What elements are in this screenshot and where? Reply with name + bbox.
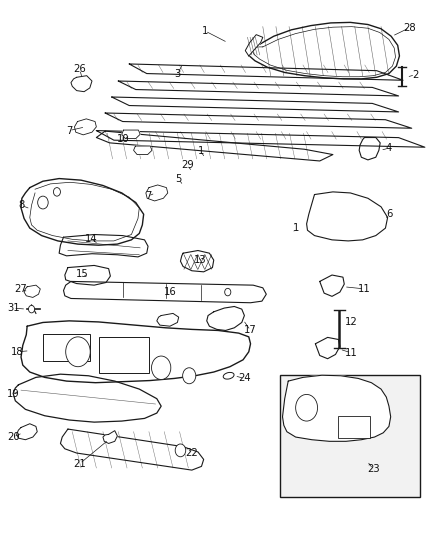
- Text: 1: 1: [198, 147, 204, 156]
- Text: 11: 11: [345, 348, 358, 358]
- Text: 22: 22: [185, 448, 198, 458]
- Polygon shape: [180, 251, 214, 272]
- Circle shape: [66, 337, 90, 367]
- Ellipse shape: [223, 373, 234, 379]
- Text: 29: 29: [181, 160, 194, 170]
- Text: 18: 18: [11, 347, 24, 357]
- Circle shape: [152, 356, 171, 379]
- Polygon shape: [13, 374, 161, 422]
- Text: 3: 3: [174, 69, 180, 78]
- Polygon shape: [59, 235, 148, 257]
- Text: 8: 8: [18, 200, 24, 210]
- Polygon shape: [359, 138, 380, 160]
- Polygon shape: [103, 431, 117, 443]
- Text: 1: 1: [293, 223, 299, 233]
- Text: 17: 17: [244, 326, 257, 335]
- Text: 24: 24: [238, 374, 251, 383]
- Polygon shape: [71, 76, 92, 92]
- Text: 7: 7: [66, 126, 72, 135]
- Text: 12: 12: [345, 318, 358, 327]
- Text: 23: 23: [367, 464, 379, 474]
- Text: 4: 4: [386, 143, 392, 153]
- Text: 28: 28: [403, 23, 416, 33]
- Polygon shape: [24, 285, 40, 297]
- Polygon shape: [245, 35, 263, 56]
- Text: 10: 10: [117, 134, 130, 143]
- Polygon shape: [65, 265, 110, 285]
- Polygon shape: [246, 22, 399, 79]
- Text: 11: 11: [358, 284, 371, 294]
- Text: 7: 7: [145, 191, 151, 201]
- Polygon shape: [207, 306, 244, 330]
- Polygon shape: [129, 64, 403, 80]
- Polygon shape: [17, 424, 37, 440]
- Text: 13: 13: [194, 255, 207, 265]
- Polygon shape: [96, 131, 425, 147]
- Circle shape: [38, 196, 48, 209]
- Text: 15: 15: [76, 269, 89, 279]
- Polygon shape: [122, 130, 140, 139]
- Polygon shape: [118, 81, 399, 96]
- Polygon shape: [74, 119, 96, 135]
- Polygon shape: [96, 131, 333, 161]
- Polygon shape: [21, 321, 251, 383]
- Text: 16: 16: [163, 287, 177, 297]
- FancyBboxPatch shape: [338, 416, 370, 438]
- Circle shape: [175, 444, 186, 457]
- Text: 27: 27: [14, 284, 28, 294]
- Text: 19: 19: [7, 390, 20, 399]
- Circle shape: [296, 394, 318, 421]
- FancyBboxPatch shape: [280, 375, 420, 497]
- Text: 1: 1: [202, 26, 208, 36]
- Text: 20: 20: [7, 432, 19, 442]
- FancyBboxPatch shape: [43, 334, 90, 361]
- Polygon shape: [112, 97, 399, 112]
- Circle shape: [225, 288, 231, 296]
- Polygon shape: [157, 313, 179, 326]
- Text: 14: 14: [85, 234, 97, 244]
- Polygon shape: [146, 185, 168, 201]
- Circle shape: [53, 188, 60, 196]
- Polygon shape: [320, 275, 344, 296]
- Polygon shape: [315, 337, 340, 359]
- Text: 2: 2: [412, 70, 418, 79]
- Circle shape: [28, 305, 35, 313]
- Text: 5: 5: [176, 174, 182, 184]
- Text: 21: 21: [73, 459, 86, 469]
- Polygon shape: [60, 429, 204, 470]
- Polygon shape: [307, 192, 388, 241]
- Polygon shape: [134, 146, 152, 155]
- Polygon shape: [283, 375, 391, 441]
- Polygon shape: [64, 281, 266, 303]
- Circle shape: [183, 368, 196, 384]
- FancyBboxPatch shape: [99, 337, 149, 373]
- Polygon shape: [105, 113, 412, 128]
- Text: 26: 26: [73, 64, 86, 74]
- Text: 31: 31: [7, 303, 19, 313]
- Polygon shape: [21, 179, 144, 245]
- Text: 6: 6: [386, 209, 392, 219]
